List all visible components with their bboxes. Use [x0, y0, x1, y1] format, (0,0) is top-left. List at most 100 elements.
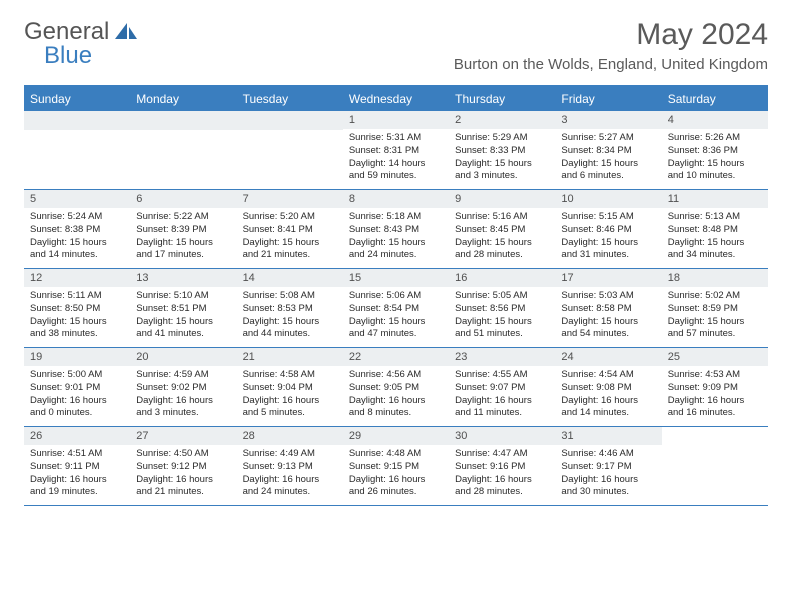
- week-row: 1Sunrise: 5:31 AMSunset: 8:31 PMDaylight…: [24, 111, 768, 190]
- weekday-friday: Friday: [555, 87, 661, 111]
- day-cell-17: 17Sunrise: 5:03 AMSunset: 8:58 PMDayligh…: [555, 269, 661, 347]
- sunrise-text: Sunrise: 5:29 AM: [455, 132, 549, 145]
- day-number: 12: [24, 269, 130, 287]
- day-cell-25: 25Sunrise: 4:53 AMSunset: 9:09 PMDayligh…: [662, 348, 768, 426]
- day-number: 24: [555, 348, 661, 366]
- daylight-text: Daylight: 15 hours and 28 minutes.: [455, 237, 549, 263]
- day-cell-18: 18Sunrise: 5:02 AMSunset: 8:59 PMDayligh…: [662, 269, 768, 347]
- weeks-container: 1Sunrise: 5:31 AMSunset: 8:31 PMDaylight…: [24, 111, 768, 506]
- sunset-text: Sunset: 8:58 PM: [561, 303, 655, 316]
- day-info: Sunrise: 4:55 AMSunset: 9:07 PMDaylight:…: [449, 366, 555, 424]
- sunrise-text: Sunrise: 4:56 AM: [349, 369, 443, 382]
- sunset-text: Sunset: 9:04 PM: [243, 382, 337, 395]
- day-cell-11: 11Sunrise: 5:13 AMSunset: 8:48 PMDayligh…: [662, 190, 768, 268]
- day-number: 15: [343, 269, 449, 287]
- empty-day-stripe: [24, 111, 130, 130]
- daylight-text: Daylight: 15 hours and 21 minutes.: [243, 237, 337, 263]
- month-title: May 2024: [454, 18, 768, 52]
- sunrise-text: Sunrise: 5:24 AM: [30, 211, 124, 224]
- sunset-text: Sunset: 8:34 PM: [561, 145, 655, 158]
- day-cell-16: 16Sunrise: 5:05 AMSunset: 8:56 PMDayligh…: [449, 269, 555, 347]
- sunrise-text: Sunrise: 5:16 AM: [455, 211, 549, 224]
- day-cell-3: 3Sunrise: 5:27 AMSunset: 8:34 PMDaylight…: [555, 111, 661, 189]
- sunrise-text: Sunrise: 5:03 AM: [561, 290, 655, 303]
- sunset-text: Sunset: 9:17 PM: [561, 461, 655, 474]
- sunrise-text: Sunrise: 5:22 AM: [136, 211, 230, 224]
- sunrise-text: Sunrise: 4:54 AM: [561, 369, 655, 382]
- daylight-text: Daylight: 15 hours and 54 minutes.: [561, 316, 655, 342]
- sunset-text: Sunset: 9:15 PM: [349, 461, 443, 474]
- sunset-text: Sunset: 8:54 PM: [349, 303, 443, 316]
- day-cell-6: 6Sunrise: 5:22 AMSunset: 8:39 PMDaylight…: [130, 190, 236, 268]
- day-number: 10: [555, 190, 661, 208]
- day-cell-2: 2Sunrise: 5:29 AMSunset: 8:33 PMDaylight…: [449, 111, 555, 189]
- day-info: Sunrise: 5:24 AMSunset: 8:38 PMDaylight:…: [24, 208, 130, 266]
- sunrise-text: Sunrise: 5:13 AM: [668, 211, 762, 224]
- sunrise-text: Sunrise: 4:55 AM: [455, 369, 549, 382]
- calendar-grid: SundayMondayTuesdayWednesdayThursdayFrid…: [24, 85, 768, 506]
- day-info: Sunrise: 5:08 AMSunset: 8:53 PMDaylight:…: [237, 287, 343, 345]
- week-row: 26Sunrise: 4:51 AMSunset: 9:11 PMDayligh…: [24, 427, 768, 506]
- day-info: Sunrise: 4:59 AMSunset: 9:02 PMDaylight:…: [130, 366, 236, 424]
- week-row: 12Sunrise: 5:11 AMSunset: 8:50 PMDayligh…: [24, 269, 768, 348]
- sunset-text: Sunset: 9:02 PM: [136, 382, 230, 395]
- daylight-text: Daylight: 15 hours and 10 minutes.: [668, 158, 762, 184]
- sunset-text: Sunset: 8:46 PM: [561, 224, 655, 237]
- day-info: Sunrise: 4:53 AMSunset: 9:09 PMDaylight:…: [662, 366, 768, 424]
- day-info: Sunrise: 5:31 AMSunset: 8:31 PMDaylight:…: [343, 129, 449, 187]
- day-info: Sunrise: 5:27 AMSunset: 8:34 PMDaylight:…: [555, 129, 661, 187]
- empty-day-stripe: [130, 111, 236, 130]
- daylight-text: Daylight: 16 hours and 3 minutes.: [136, 395, 230, 421]
- weekday-wednesday: Wednesday: [343, 87, 449, 111]
- sunset-text: Sunset: 9:05 PM: [349, 382, 443, 395]
- day-cell-26: 26Sunrise: 4:51 AMSunset: 9:11 PMDayligh…: [24, 427, 130, 505]
- day-info: Sunrise: 4:48 AMSunset: 9:15 PMDaylight:…: [343, 445, 449, 503]
- daylight-text: Daylight: 15 hours and 3 minutes.: [455, 158, 549, 184]
- day-number: 18: [662, 269, 768, 287]
- day-info: Sunrise: 4:47 AMSunset: 9:16 PMDaylight:…: [449, 445, 555, 503]
- day-number: 7: [237, 190, 343, 208]
- sunrise-text: Sunrise: 5:31 AM: [349, 132, 443, 145]
- daylight-text: Daylight: 16 hours and 8 minutes.: [349, 395, 443, 421]
- sunset-text: Sunset: 8:59 PM: [668, 303, 762, 316]
- day-info: Sunrise: 5:16 AMSunset: 8:45 PMDaylight:…: [449, 208, 555, 266]
- daylight-text: Daylight: 16 hours and 19 minutes.: [30, 474, 124, 500]
- day-info: Sunrise: 4:51 AMSunset: 9:11 PMDaylight:…: [24, 445, 130, 503]
- day-cell-20: 20Sunrise: 4:59 AMSunset: 9:02 PMDayligh…: [130, 348, 236, 426]
- day-number: 3: [555, 111, 661, 129]
- week-row: 19Sunrise: 5:00 AMSunset: 9:01 PMDayligh…: [24, 348, 768, 427]
- day-info: Sunrise: 5:05 AMSunset: 8:56 PMDaylight:…: [449, 287, 555, 345]
- day-cell-9: 9Sunrise: 5:16 AMSunset: 8:45 PMDaylight…: [449, 190, 555, 268]
- empty-day-cell: [237, 111, 343, 189]
- location-text: Burton on the Wolds, England, United Kin…: [454, 56, 768, 73]
- day-info: Sunrise: 5:20 AMSunset: 8:41 PMDaylight:…: [237, 208, 343, 266]
- daylight-text: Daylight: 15 hours and 38 minutes.: [30, 316, 124, 342]
- day-cell-12: 12Sunrise: 5:11 AMSunset: 8:50 PMDayligh…: [24, 269, 130, 347]
- day-info: Sunrise: 5:03 AMSunset: 8:58 PMDaylight:…: [555, 287, 661, 345]
- day-cell-10: 10Sunrise: 5:15 AMSunset: 8:46 PMDayligh…: [555, 190, 661, 268]
- day-info: Sunrise: 4:50 AMSunset: 9:12 PMDaylight:…: [130, 445, 236, 503]
- sunrise-text: Sunrise: 4:59 AM: [136, 369, 230, 382]
- day-info: Sunrise: 4:54 AMSunset: 9:08 PMDaylight:…: [555, 366, 661, 424]
- daylight-text: Daylight: 15 hours and 44 minutes.: [243, 316, 337, 342]
- daylight-text: Daylight: 16 hours and 26 minutes.: [349, 474, 443, 500]
- sunrise-text: Sunrise: 5:00 AM: [30, 369, 124, 382]
- sunset-text: Sunset: 8:38 PM: [30, 224, 124, 237]
- day-number: 23: [449, 348, 555, 366]
- day-info: Sunrise: 4:46 AMSunset: 9:17 PMDaylight:…: [555, 445, 661, 503]
- daylight-text: Daylight: 15 hours and 14 minutes.: [30, 237, 124, 263]
- day-number: 30: [449, 427, 555, 445]
- day-cell-23: 23Sunrise: 4:55 AMSunset: 9:07 PMDayligh…: [449, 348, 555, 426]
- day-cell-31: 31Sunrise: 4:46 AMSunset: 9:17 PMDayligh…: [555, 427, 661, 505]
- day-info: Sunrise: 4:56 AMSunset: 9:05 PMDaylight:…: [343, 366, 449, 424]
- sunset-text: Sunset: 8:51 PM: [136, 303, 230, 316]
- day-cell-29: 29Sunrise: 4:48 AMSunset: 9:15 PMDayligh…: [343, 427, 449, 505]
- day-cell-8: 8Sunrise: 5:18 AMSunset: 8:43 PMDaylight…: [343, 190, 449, 268]
- day-info: Sunrise: 5:00 AMSunset: 9:01 PMDaylight:…: [24, 366, 130, 424]
- sunrise-text: Sunrise: 5:20 AM: [243, 211, 337, 224]
- daylight-text: Daylight: 16 hours and 14 minutes.: [561, 395, 655, 421]
- sunset-text: Sunset: 8:33 PM: [455, 145, 549, 158]
- day-number: 6: [130, 190, 236, 208]
- sunrise-text: Sunrise: 5:15 AM: [561, 211, 655, 224]
- sunrise-text: Sunrise: 4:48 AM: [349, 448, 443, 461]
